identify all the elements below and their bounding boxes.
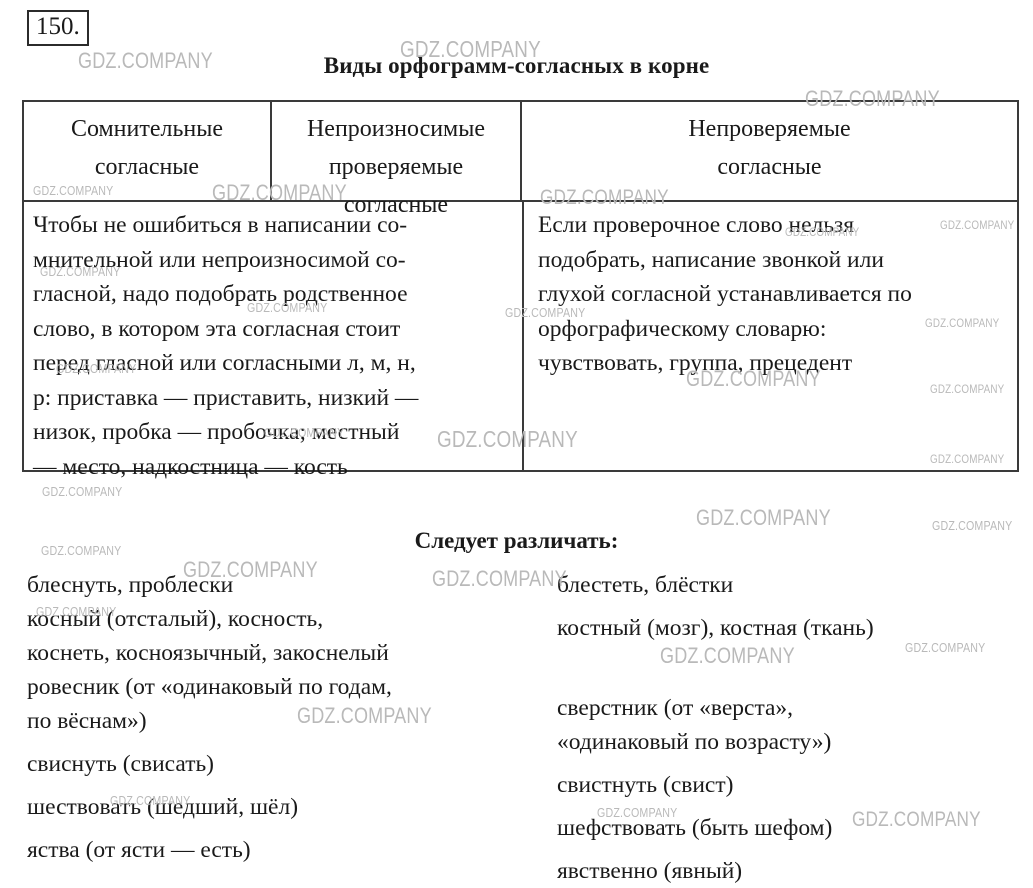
- rule-line: глухой согласной устанавливается по: [538, 281, 912, 307]
- word-pair-item: свиснуть (свисать): [27, 751, 215, 777]
- header-line: согласные: [94, 154, 200, 180]
- distinguish-pairs: блеснуть, проблески косный (отсталый), к…: [0, 568, 1033, 884]
- rule-line: р: приставка — приставить, низкий —: [33, 384, 419, 411]
- table-cell-rule-checkable: Чтобы не ошибиться в написании со- мните…: [24, 202, 524, 480]
- rule-line: мнительной или непроизносимой со-: [33, 246, 406, 273]
- rule-line: перед гласной или согласными л, м, н,: [33, 350, 416, 376]
- word-pair-item: коснеть, косноязычный, закоснелый: [27, 640, 389, 666]
- header-line: Непроизносимые: [306, 116, 486, 142]
- word-pair-item: ровесник (от «одинаковый по годам,: [27, 674, 392, 700]
- rule-line: низок, пробка — пробочка; местный: [33, 419, 400, 445]
- table-header-cell-unverifiable: Непроверяемые согласные: [522, 102, 1017, 200]
- word-pair-item: яства (от ясти — есть): [27, 837, 251, 863]
- rule-line: орфографическому словарю:: [538, 315, 827, 342]
- rule-line: — место, надкостница — кость: [33, 453, 348, 480]
- rule-line: Чтобы не ошибиться в написании со-: [33, 212, 408, 238]
- distinguish-column-right: блестеть, блёстки костный (мозг), костна…: [557, 568, 1027, 888]
- rule-line: гласной, надо подобрать родственное: [33, 281, 408, 307]
- word-pair-item: блестеть, блёстки: [557, 572, 734, 598]
- rule-line: Если проверочное слово нельзя: [538, 212, 855, 238]
- word-pair-item: косный (отсталый), косность,: [27, 606, 324, 632]
- header-line: проверяемые: [328, 154, 464, 180]
- exercise-number-box: 150.: [27, 10, 89, 46]
- rule-line: слово, в котором эта согласная стоит: [33, 315, 401, 342]
- table-header-cell-unpronounceable: Непроизносимые проверяемые согласные: [272, 102, 522, 218]
- distinguish-column-left: блеснуть, проблески косный (отсталый), к…: [27, 568, 547, 867]
- word-pair-item: свистнуть (свист): [557, 772, 734, 798]
- distinguish-section-title: Следует различать:: [414, 528, 619, 553]
- orfogramm-table: Сомнительные согласные Непроизносимые пр…: [22, 100, 1019, 480]
- exercise-number-label: 150.: [36, 13, 80, 40]
- word-pair-item: костный (мозг), костная (ткань): [557, 615, 874, 641]
- word-pair-item: по вёснам»): [27, 708, 147, 734]
- page-title: Виды орфограмм-согласных в корне: [323, 53, 710, 78]
- header-line: согласные: [717, 154, 822, 180]
- header-line: Сомнительные: [70, 116, 224, 142]
- header-line: согласные: [343, 192, 449, 218]
- rule-line: чувствовать, группа, прецедент: [538, 350, 853, 376]
- table-header-cell-doubtful: Сомнительные согласные: [24, 102, 272, 200]
- table-body-row: Чтобы не ошибиться в написании со- мните…: [24, 202, 1017, 480]
- word-pair-item: шефствовать (быть шефом): [557, 815, 833, 841]
- word-pair-item: шествовать (шедший, шёл): [27, 794, 299, 820]
- table-cell-rule-unverifiable: Если проверочное слово нельзя подобрать,…: [524, 202, 1017, 470]
- rule-line: подобрать, написание звонкой или: [538, 246, 884, 273]
- table-header-row: Сомнительные согласные Непроизносимые пр…: [24, 102, 1017, 218]
- header-line: Непроверяемые: [688, 116, 851, 142]
- word-pair-item: «одинаковый по возрасту»): [557, 729, 832, 755]
- word-pair-item: явственно (явный): [557, 858, 743, 884]
- word-pair-item: сверстник (от «верста»,: [557, 695, 794, 721]
- word-pair-item: блеснуть, проблески: [27, 572, 234, 598]
